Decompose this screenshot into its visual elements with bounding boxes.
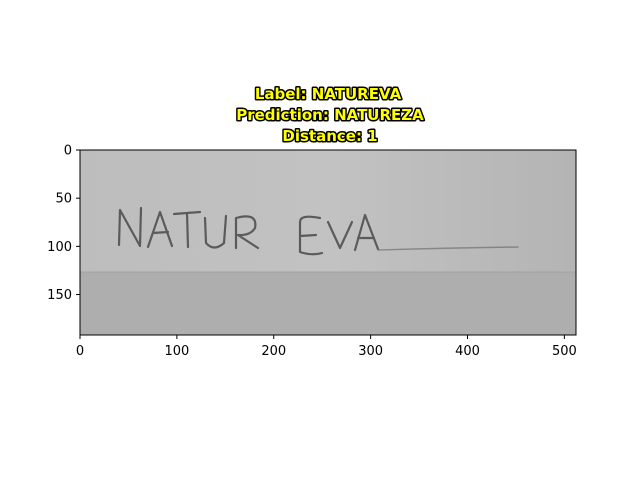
- x-tick-label: 400: [455, 344, 480, 359]
- image-lower-band: [80, 272, 576, 335]
- y-tick-label: 0: [64, 144, 72, 159]
- y-axis: 0 50 100 150: [47, 144, 80, 303]
- x-tick-label: 500: [552, 344, 577, 359]
- title-prediction-line: Prediction: NATUREZA: [236, 106, 424, 124]
- y-tick-label: 150: [47, 288, 72, 303]
- title-label-line: Label: NATUREVA: [255, 85, 402, 103]
- image-panel: [79, 149, 577, 336]
- x-axis: 0 100 200 300 400 500: [76, 335, 577, 359]
- x-tick-label: 0: [76, 344, 84, 359]
- image-frame: [79, 149, 577, 336]
- x-tick-label: 100: [164, 344, 189, 359]
- handwritten-word: [117, 206, 519, 256]
- title-distance-line: Distance: 1: [282, 127, 377, 145]
- x-tick-label: 300: [358, 344, 383, 359]
- x-tick-label: 200: [261, 344, 286, 359]
- y-tick-label: 100: [47, 240, 72, 255]
- chart-title: Label: NATUREVA Prediction: NATUREZA Dis…: [235, 84, 426, 147]
- y-tick-label: 50: [55, 192, 72, 207]
